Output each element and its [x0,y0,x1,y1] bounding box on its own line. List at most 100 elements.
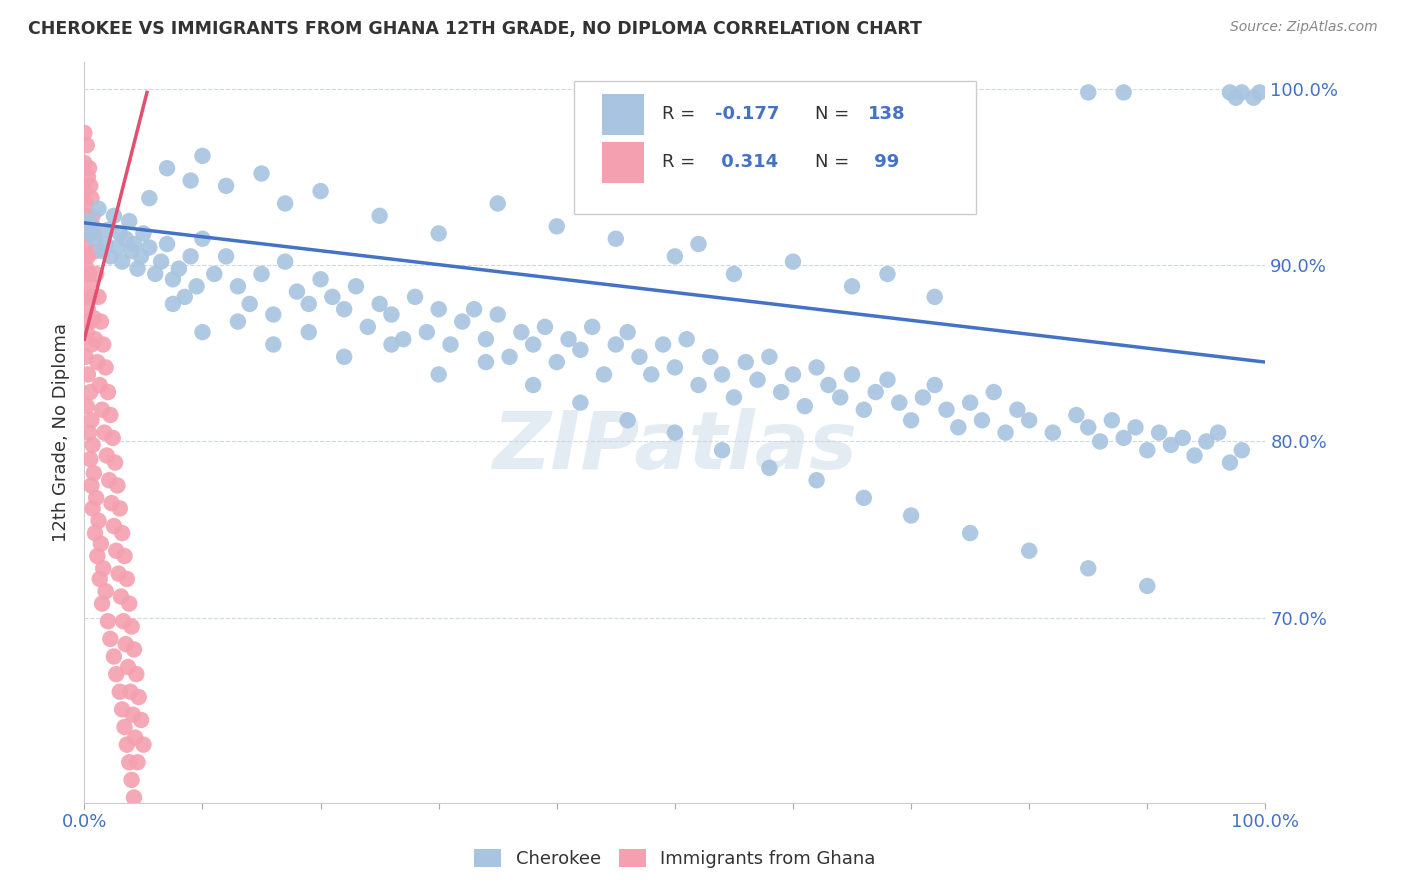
Point [79,227,101,241]
Point [675,332,697,346]
Point [77,368,100,382]
Point [463,302,485,317]
Point [1230,86,1253,100]
Point [262,308,284,322]
Point [191,149,214,163]
Point [125,667,148,681]
Point [581,319,603,334]
Point [226,279,249,293]
Point [250,166,273,180]
Point [118,597,141,611]
Point [628,350,651,364]
Point [202,267,225,281]
Point [841,368,863,382]
FancyBboxPatch shape [602,142,644,183]
Point [75,290,97,304]
Point [1136,579,1159,593]
Point [605,232,627,246]
Point [427,302,450,317]
Point [79,452,101,467]
Point [1219,86,1241,100]
Point [1195,434,1218,449]
Point [688,237,710,252]
Point [404,290,426,304]
Point [688,378,710,392]
Point [782,254,804,268]
Point [711,368,734,382]
Point [427,227,450,241]
Point [1184,449,1206,463]
Point [122,790,145,805]
Point [852,491,875,505]
Point [510,325,533,339]
Point [96,449,118,463]
Point [111,702,134,716]
Point [121,707,143,722]
Point [1125,420,1147,434]
Text: R =: R = [662,153,700,171]
Point [239,297,262,311]
Point [1160,438,1182,452]
Point [84,491,107,505]
Point [111,526,134,541]
Point [86,355,108,369]
Text: N =: N = [815,105,855,123]
Point [1088,434,1111,449]
Point [1147,425,1170,440]
Point [546,355,568,369]
Point [569,395,592,409]
Point [114,637,136,651]
Point [534,319,557,334]
Point [522,337,544,351]
Point [723,267,745,281]
Point [82,438,104,452]
Point [380,308,402,322]
Point [1018,543,1040,558]
Point [138,191,160,205]
Point [73,156,96,170]
Point [110,590,132,604]
Point [77,276,100,290]
Point [128,690,150,704]
Point [98,473,121,487]
Point [475,332,498,346]
Point [108,501,131,516]
Point [1077,420,1099,434]
Point [368,209,391,223]
Point [652,337,675,351]
Point [1243,91,1265,105]
Point [793,399,815,413]
Point [91,561,114,575]
Point [711,443,734,458]
Point [122,642,145,657]
Point [129,713,152,727]
Point [427,368,450,382]
Point [83,311,105,326]
Point [368,297,391,311]
Point [105,667,128,681]
Point [90,537,112,551]
Point [105,543,128,558]
Point [82,501,104,516]
Text: 0.314: 0.314 [714,153,778,171]
Point [983,385,1005,400]
Point [76,223,98,237]
Point [1042,425,1064,440]
Point [830,390,852,404]
Point [73,227,96,241]
Point [380,337,402,351]
Point [186,279,208,293]
Point [84,244,107,258]
Text: 138: 138 [869,105,905,123]
Point [486,308,509,322]
Point [104,456,127,470]
Point [127,756,149,770]
Point [83,466,105,480]
Point [138,240,160,254]
Point [162,272,184,286]
Point [959,526,981,541]
Point [865,385,887,400]
Point [77,161,100,176]
Point [475,355,498,369]
Point [1230,443,1253,458]
